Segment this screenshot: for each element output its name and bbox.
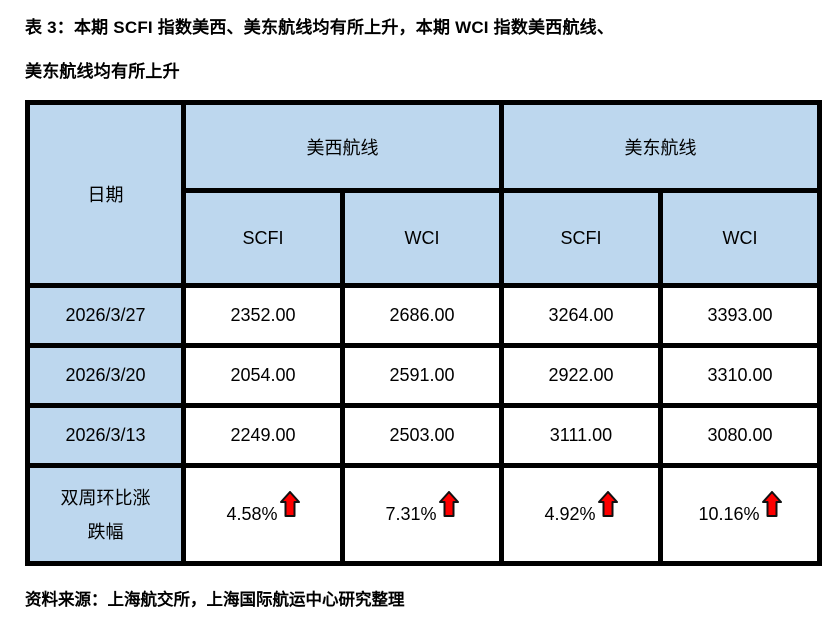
date-cell: 2026/3/13	[25, 403, 186, 468]
change-row-label-line1: 双周环比涨	[60, 487, 151, 508]
change-cell: 10.16%	[658, 463, 822, 566]
change-cell: 4.58%	[181, 463, 345, 566]
value-cell: 2591.00	[340, 343, 504, 408]
date-cell: 2026/3/20	[25, 343, 186, 408]
change-percent: 10.16%	[698, 504, 760, 524]
table-caption-line2: 美东航线均有所上升	[25, 62, 180, 81]
table-row: 2026/3/27 2352.00 2686.00 3264.00 3393.0…	[25, 283, 822, 348]
change-row-label-line2: 跌幅	[87, 521, 124, 542]
table-caption-line1: 表 3：本期 SCFI 指数美西、美东航线均有所上升，本期 WCI 指数美西航线…	[25, 18, 615, 37]
table-caption: 表 3：本期 SCFI 指数美西、美东航线均有所上升，本期 WCI 指数美西航线…	[25, 6, 815, 94]
group-header-us-west: 美西航线	[181, 100, 504, 193]
value-cell: 3080.00	[658, 403, 822, 468]
up-arrow-icon	[597, 491, 618, 522]
table-row: 2026/3/20 2054.00 2591.00 2922.00 3310.0…	[25, 343, 822, 408]
table-row: 2026/3/13 2249.00 2503.00 3111.00 3080.0…	[25, 403, 822, 468]
value-cell: 3310.00	[658, 343, 822, 408]
value-cell: 3111.00	[499, 403, 663, 468]
change-row-label: 双周环比涨 跌幅	[25, 463, 186, 566]
value-cell: 3264.00	[499, 283, 663, 348]
sub-header-east-scfi: SCFI	[499, 188, 663, 288]
value-cell: 2686.00	[340, 283, 504, 348]
sub-header-west-scfi: SCFI	[181, 188, 345, 288]
change-cell: 4.92%	[499, 463, 663, 566]
date-column-header: 日期	[25, 100, 186, 288]
up-arrow-icon	[438, 491, 459, 522]
change-percent: 7.31%	[385, 504, 437, 524]
group-header-us-east: 美东航线	[499, 100, 822, 193]
sub-header-east-wci: WCI	[658, 188, 822, 288]
change-percent: 4.92%	[544, 504, 596, 524]
source-note: 资料来源：上海航交所，上海国际航运中心研究整理	[25, 591, 405, 609]
table-header-sub-row: SCFI WCI SCFI WCI	[28, 188, 822, 288]
value-cell: 2249.00	[181, 403, 345, 468]
table-header-group-row: 日期 美西航线 美东航线	[25, 100, 822, 288]
up-arrow-icon	[279, 491, 300, 522]
up-arrow-icon	[761, 491, 782, 522]
date-cell: 2026/3/27	[25, 283, 186, 348]
value-cell: 2503.00	[340, 403, 504, 468]
change-row: 双周环比涨 跌幅 4.58% 7.31%	[25, 463, 822, 566]
value-cell: 2054.00	[181, 343, 345, 408]
value-cell: 2352.00	[181, 283, 345, 348]
change-cell: 7.31%	[340, 463, 504, 566]
scfi-wci-index-table: 日期 美西航线 美东航线 SCFI WCI SCFI WCI 2026/3/27…	[25, 100, 822, 566]
change-percent: 4.58%	[226, 504, 278, 524]
value-cell: 3393.00	[658, 283, 822, 348]
sub-header-west-wci: WCI	[340, 188, 504, 288]
value-cell: 2922.00	[499, 343, 663, 408]
